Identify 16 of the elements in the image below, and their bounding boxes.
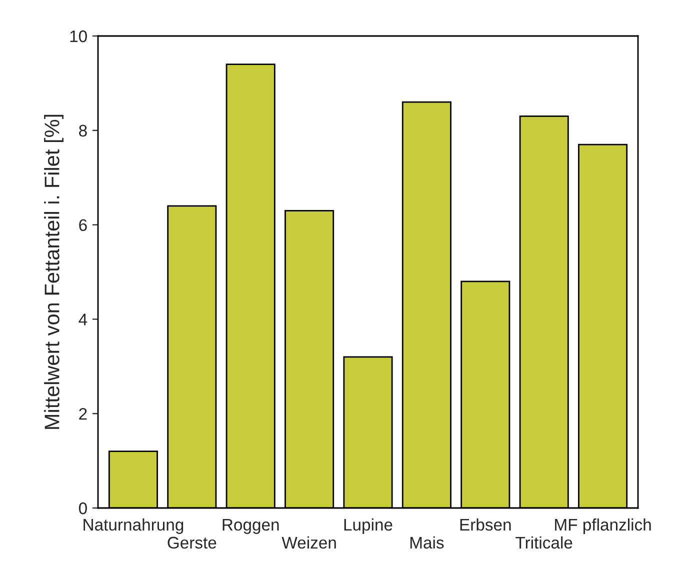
x-tick-label: Weizen	[282, 536, 336, 549]
y-axis-title: Mittelwert von Fettanteil i. Filet [%]	[44, 114, 64, 429]
x-tick-label: Gerste	[168, 536, 216, 549]
x-tick-label: Naturnahrung	[84, 518, 184, 534]
y-tick-label: 6	[79, 219, 87, 232]
y-tick-label: 0	[78, 502, 87, 514]
y-tick-label: 8	[79, 124, 87, 137]
x-tick-label: Erbsen	[460, 518, 511, 531]
x-tick-label: Roggen	[222, 519, 279, 534]
y-tick-label: 4	[78, 314, 88, 326]
y-tick-label: 2	[79, 408, 87, 420]
x-tick-label: MF pflanzlich	[555, 518, 651, 534]
y-tick-label: 10	[70, 30, 87, 42]
x-tick-label: Lupine	[344, 518, 392, 534]
x-tick-label: Mais	[410, 536, 444, 549]
x-tick-label: Triticale	[516, 536, 572, 549]
